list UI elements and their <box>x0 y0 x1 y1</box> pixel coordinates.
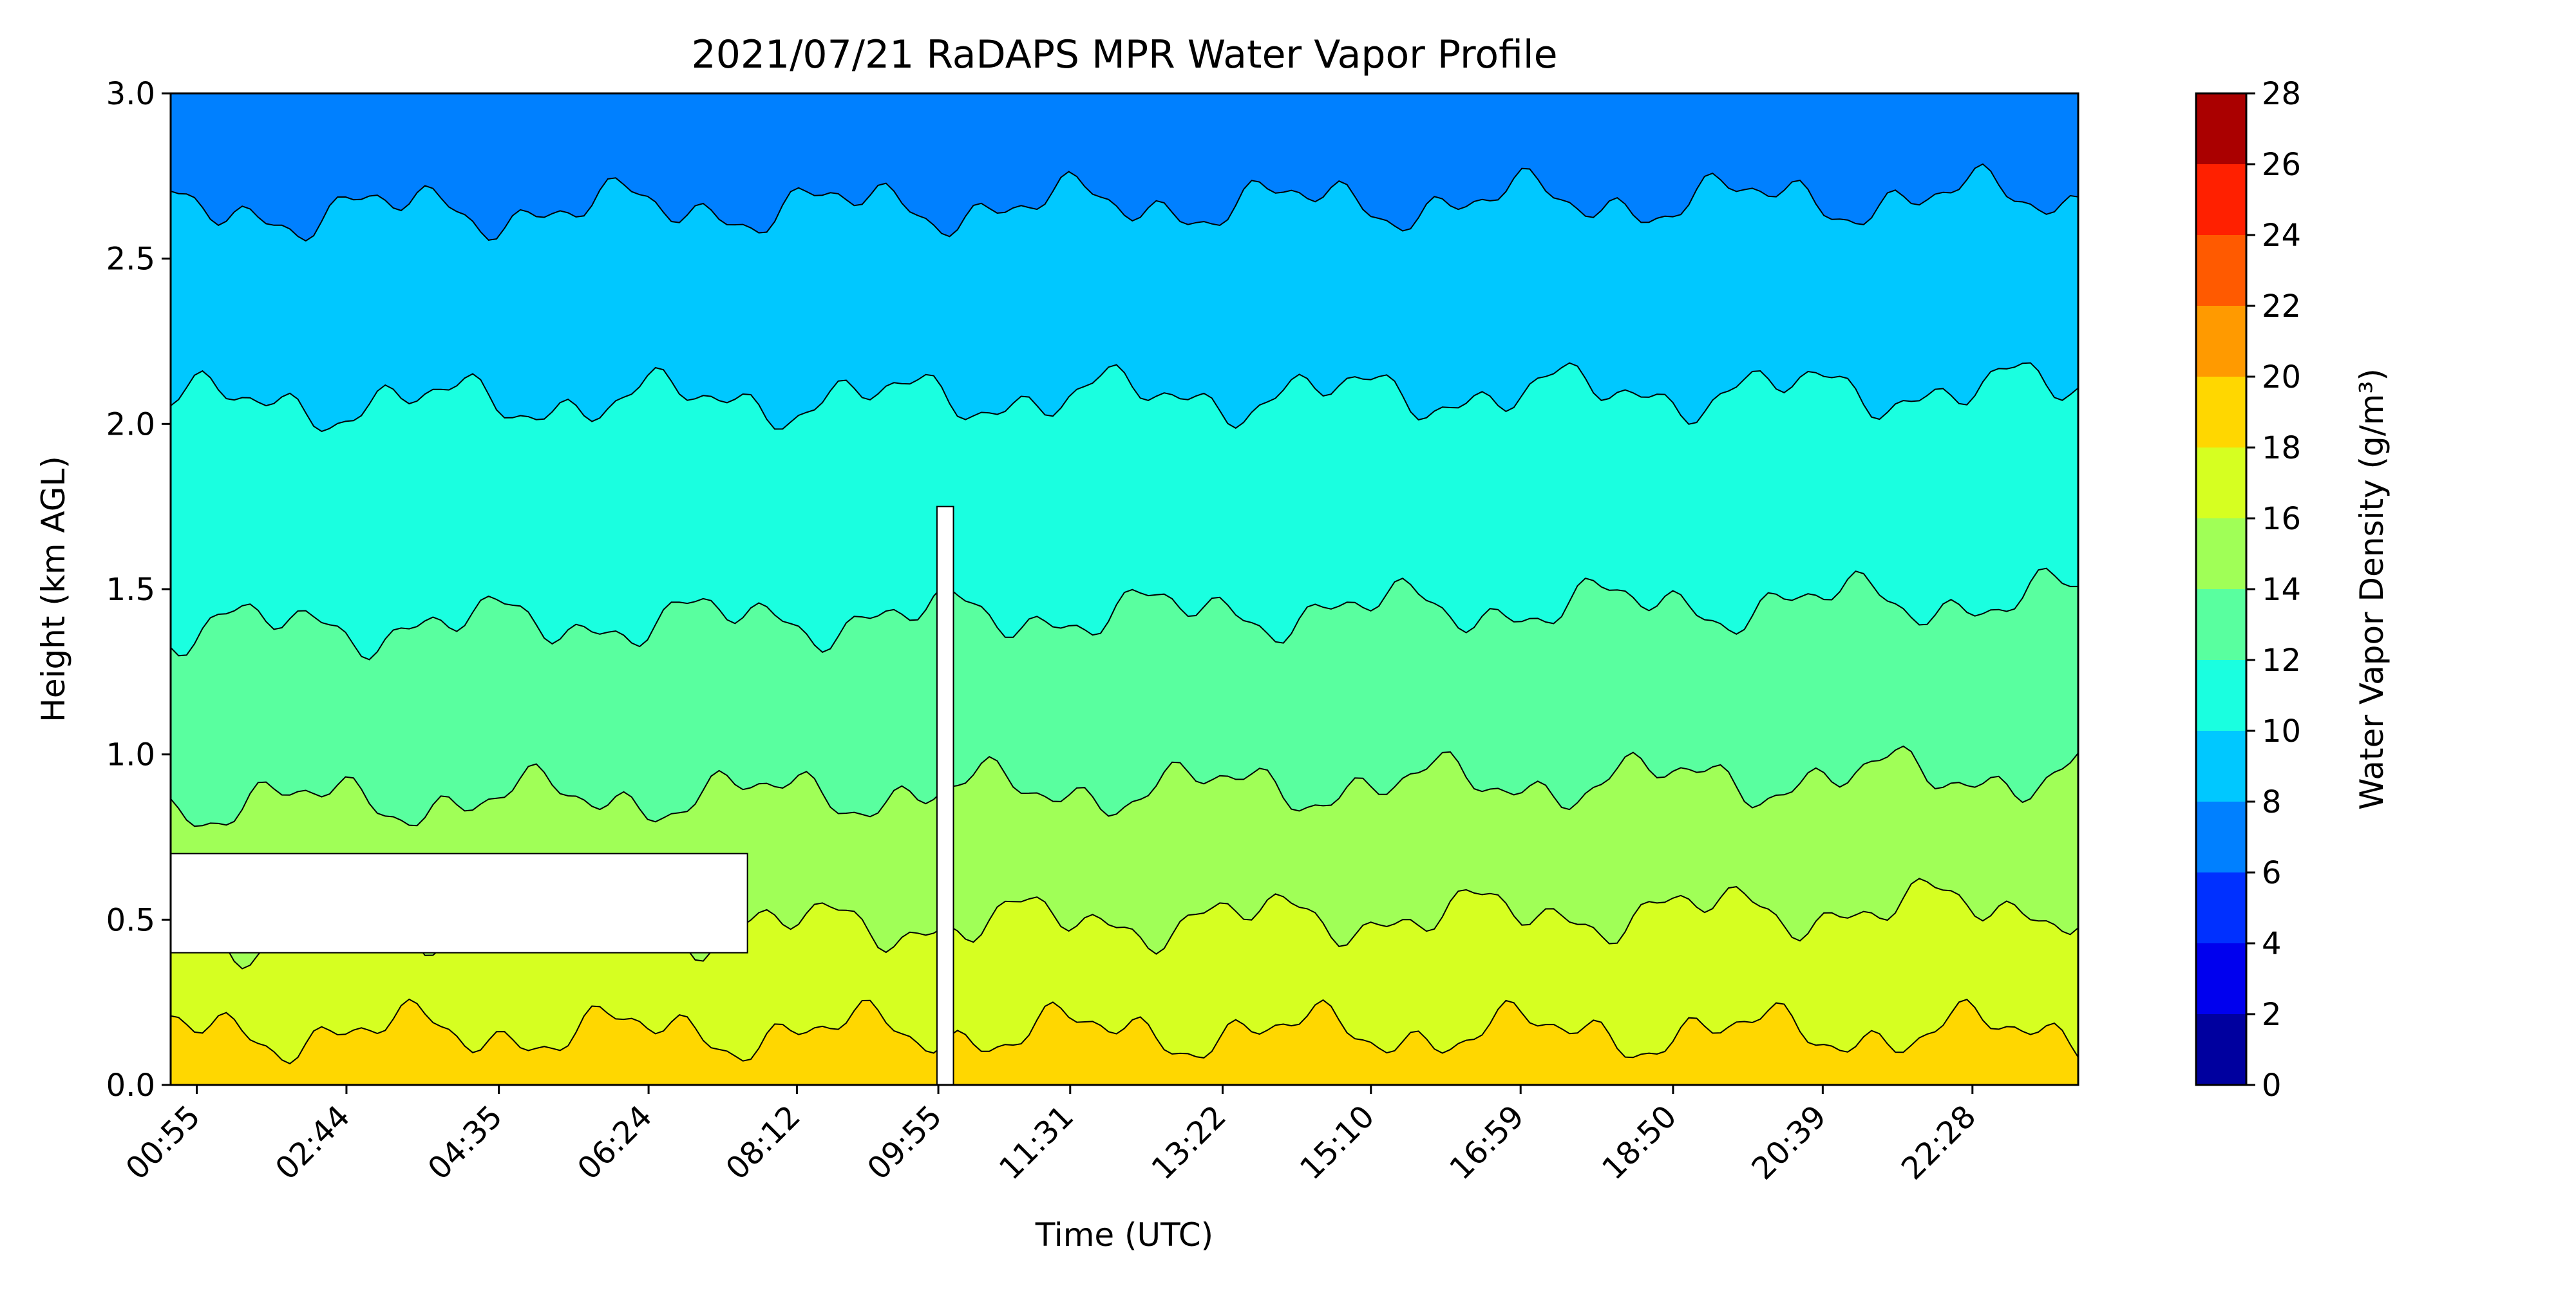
x-tick-label: 11:31 <box>992 1098 1081 1187</box>
contour-band-6 <box>171 93 2078 242</box>
x-tick-label: 15:10 <box>1293 1098 1381 1187</box>
x-tick-label: 22:28 <box>1895 1098 1983 1187</box>
missing-data-regions <box>171 505 954 1085</box>
colorbar-tick-label: 20 <box>2262 359 2301 395</box>
colorbar-swatch-12 <box>2196 589 2246 660</box>
y-tick-label: 0.5 <box>106 902 155 938</box>
colorbar <box>2195 92 2248 1086</box>
colorbar-tick-label: 10 <box>2262 713 2301 749</box>
colorbar-swatch-24 <box>2196 164 2246 235</box>
colorbar-tick-label: 8 <box>2262 784 2282 820</box>
x-tick-label: 20:39 <box>1745 1098 1833 1187</box>
colorbar-tick-label: 22 <box>2262 288 2301 325</box>
colorbar-tick-label: 28 <box>2262 76 2301 112</box>
x-tick-label: 06:24 <box>571 1098 659 1187</box>
colorbar-tick-label: 16 <box>2262 501 2301 537</box>
x-tick-label: 08:12 <box>719 1098 807 1187</box>
colorbar-tick-label: 26 <box>2262 147 2301 183</box>
colorbar-tick-label: 18 <box>2262 430 2301 466</box>
y-tick-label: 1.0 <box>106 737 155 773</box>
x-tick-label: 00:55 <box>119 1098 207 1187</box>
colorbar-swatch-26 <box>2196 93 2246 164</box>
colorbar-label: Water Vapor Density (g/m³) <box>2353 368 2391 810</box>
x-tick-label: 02:44 <box>269 1098 357 1187</box>
colorbar-tick-label: 2 <box>2262 997 2282 1033</box>
colorbar-swatch-0 <box>2196 1014 2246 1085</box>
y-axis-label: Height (km AGL) <box>35 456 72 722</box>
x-tick-label: 04:35 <box>421 1098 509 1187</box>
colorbar-swatch-6 <box>2196 802 2246 872</box>
colorbar-tick-label: 14 <box>2262 572 2301 608</box>
x-tick-label: 13:22 <box>1145 1098 1233 1187</box>
y-tick-label: 3.0 <box>106 76 155 112</box>
colorbar-swatch-14 <box>2196 518 2246 589</box>
y-tick-label: 0.0 <box>106 1068 155 1104</box>
colorbar-swatch-16 <box>2196 448 2246 518</box>
missing-data-region-2 <box>171 853 748 954</box>
colorbar-swatch-20 <box>2196 306 2246 377</box>
x-tick-label: 18:50 <box>1595 1098 1683 1187</box>
colorbar-swatch-18 <box>2196 377 2246 448</box>
y-axis-ticks: 0.0 0.5 1.0 1.5 2.0 2.5 3.0 <box>106 76 171 1104</box>
colorbar-tick-label: 6 <box>2262 855 2282 891</box>
y-tick-label: 1.5 <box>106 572 155 608</box>
colorbar-swatch-2 <box>2196 943 2246 1014</box>
colorbar-swatch-22 <box>2196 235 2246 306</box>
colorbar-tick-label: 24 <box>2262 218 2301 254</box>
missing-data-region-1 <box>936 505 954 1085</box>
colorbar-swatch-10 <box>2196 660 2246 731</box>
colorbar-tick-label: 4 <box>2262 926 2282 962</box>
colorbar-tick-label: 0 <box>2262 1068 2282 1104</box>
y-tick-label: 2.0 <box>106 406 155 442</box>
x-tick-label: 16:59 <box>1443 1098 1531 1187</box>
colorbar-swatch-4 <box>2196 872 2246 943</box>
x-axis-label: Time (UTC) <box>1035 1216 1213 1254</box>
contour-bands <box>171 93 2078 1085</box>
y-tick-label: 2.5 <box>106 241 155 278</box>
chart-title: 2021/07/21 RaDAPS MPR Water Vapor Profil… <box>692 32 1558 77</box>
colorbar-swatch-8 <box>2196 731 2246 802</box>
x-axis-ticks: 00:55 02:44 04:35 06:24 08:12 09:55 11:31 13:22… <box>119 1085 1983 1187</box>
x-tick-label: 09:55 <box>860 1098 949 1187</box>
colorbar-tick-label: 12 <box>2262 643 2301 679</box>
